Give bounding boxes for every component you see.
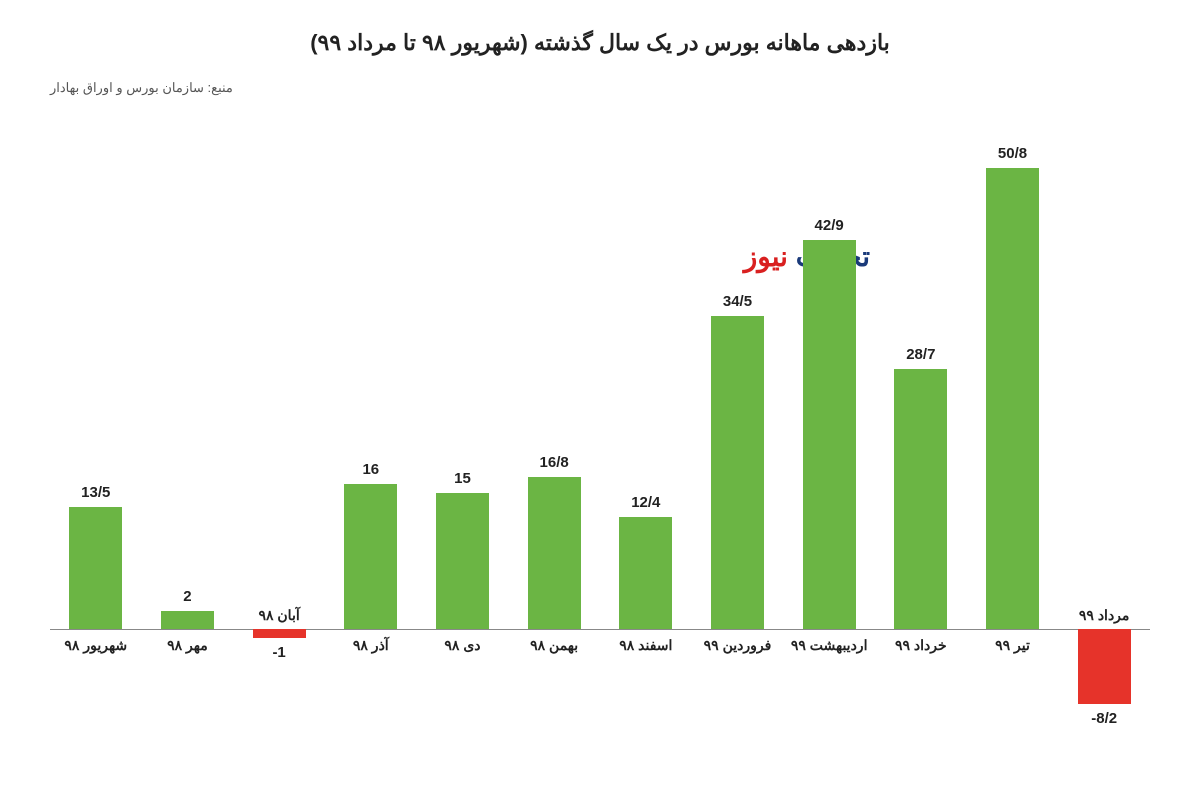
bar-slot: 50/8تیر ۹۹ [967, 130, 1059, 720]
bar-slot: 2مهر ۹۸ [142, 130, 234, 720]
bar-value-label: 12/4 [600, 494, 692, 511]
bars-group: 13/5شهریور ۹۸2مهر ۹۸-1آبان ۹۸16آذر ۹۸15د… [50, 130, 1150, 720]
bar [344, 484, 397, 629]
bar [436, 493, 489, 629]
category-label: مرداد ۹۹ [1040, 607, 1168, 624]
bar-value-label: 28/7 [875, 346, 967, 363]
bar-value-label: -8/2 [1058, 710, 1150, 727]
bar [161, 611, 214, 629]
bar-value-label: 2 [142, 588, 234, 605]
bar-slot: 13/5شهریور ۹۸ [50, 130, 142, 720]
bar [619, 517, 672, 630]
bar [1078, 629, 1131, 703]
chart-container: بازدهی ماهانه بورس در یک سال گذشته (شهری… [0, 0, 1200, 800]
bar-slot: -1آبان ۹۸ [233, 130, 325, 720]
bar-value-label: 16/8 [508, 454, 600, 471]
bar-value-label: 16 [325, 461, 417, 478]
bar-slot: 16آذر ۹۸ [325, 130, 417, 720]
bar [803, 240, 856, 629]
chart-title: بازدهی ماهانه بورس در یک سال گذشته (شهری… [40, 30, 1160, 56]
bar-value-label: 34/5 [692, 293, 784, 310]
bar-slot: 42/9اردیبهشت ۹۹ [783, 130, 875, 720]
bar-value-label: 13/5 [50, 484, 142, 501]
bar-value-label: 50/8 [967, 145, 1059, 162]
bar-value-label: 42/9 [783, 217, 875, 234]
bar-slot: 12/4اسفند ۹۸ [600, 130, 692, 720]
bar [986, 168, 1039, 629]
bar-slot: 15دی ۹۸ [417, 130, 509, 720]
bar [528, 477, 581, 629]
bar [253, 629, 306, 638]
bar-slot: 16/8بهمن ۹۸ [508, 130, 600, 720]
bar [69, 507, 122, 630]
plot-area: 13/5شهریور ۹۸2مهر ۹۸-1آبان ۹۸16آذر ۹۸15د… [50, 130, 1150, 720]
bar-slot: -8/2مرداد ۹۹ [1058, 130, 1150, 720]
bar-slot: 28/7خرداد ۹۹ [875, 130, 967, 720]
bar [894, 369, 947, 630]
bar [711, 316, 764, 629]
bar-value-label: 15 [417, 470, 509, 487]
source-label: منبع: سازمان بورس و اوراق بهادار [50, 80, 233, 96]
bar-slot: 34/5فروردین ۹۹ [692, 130, 784, 720]
